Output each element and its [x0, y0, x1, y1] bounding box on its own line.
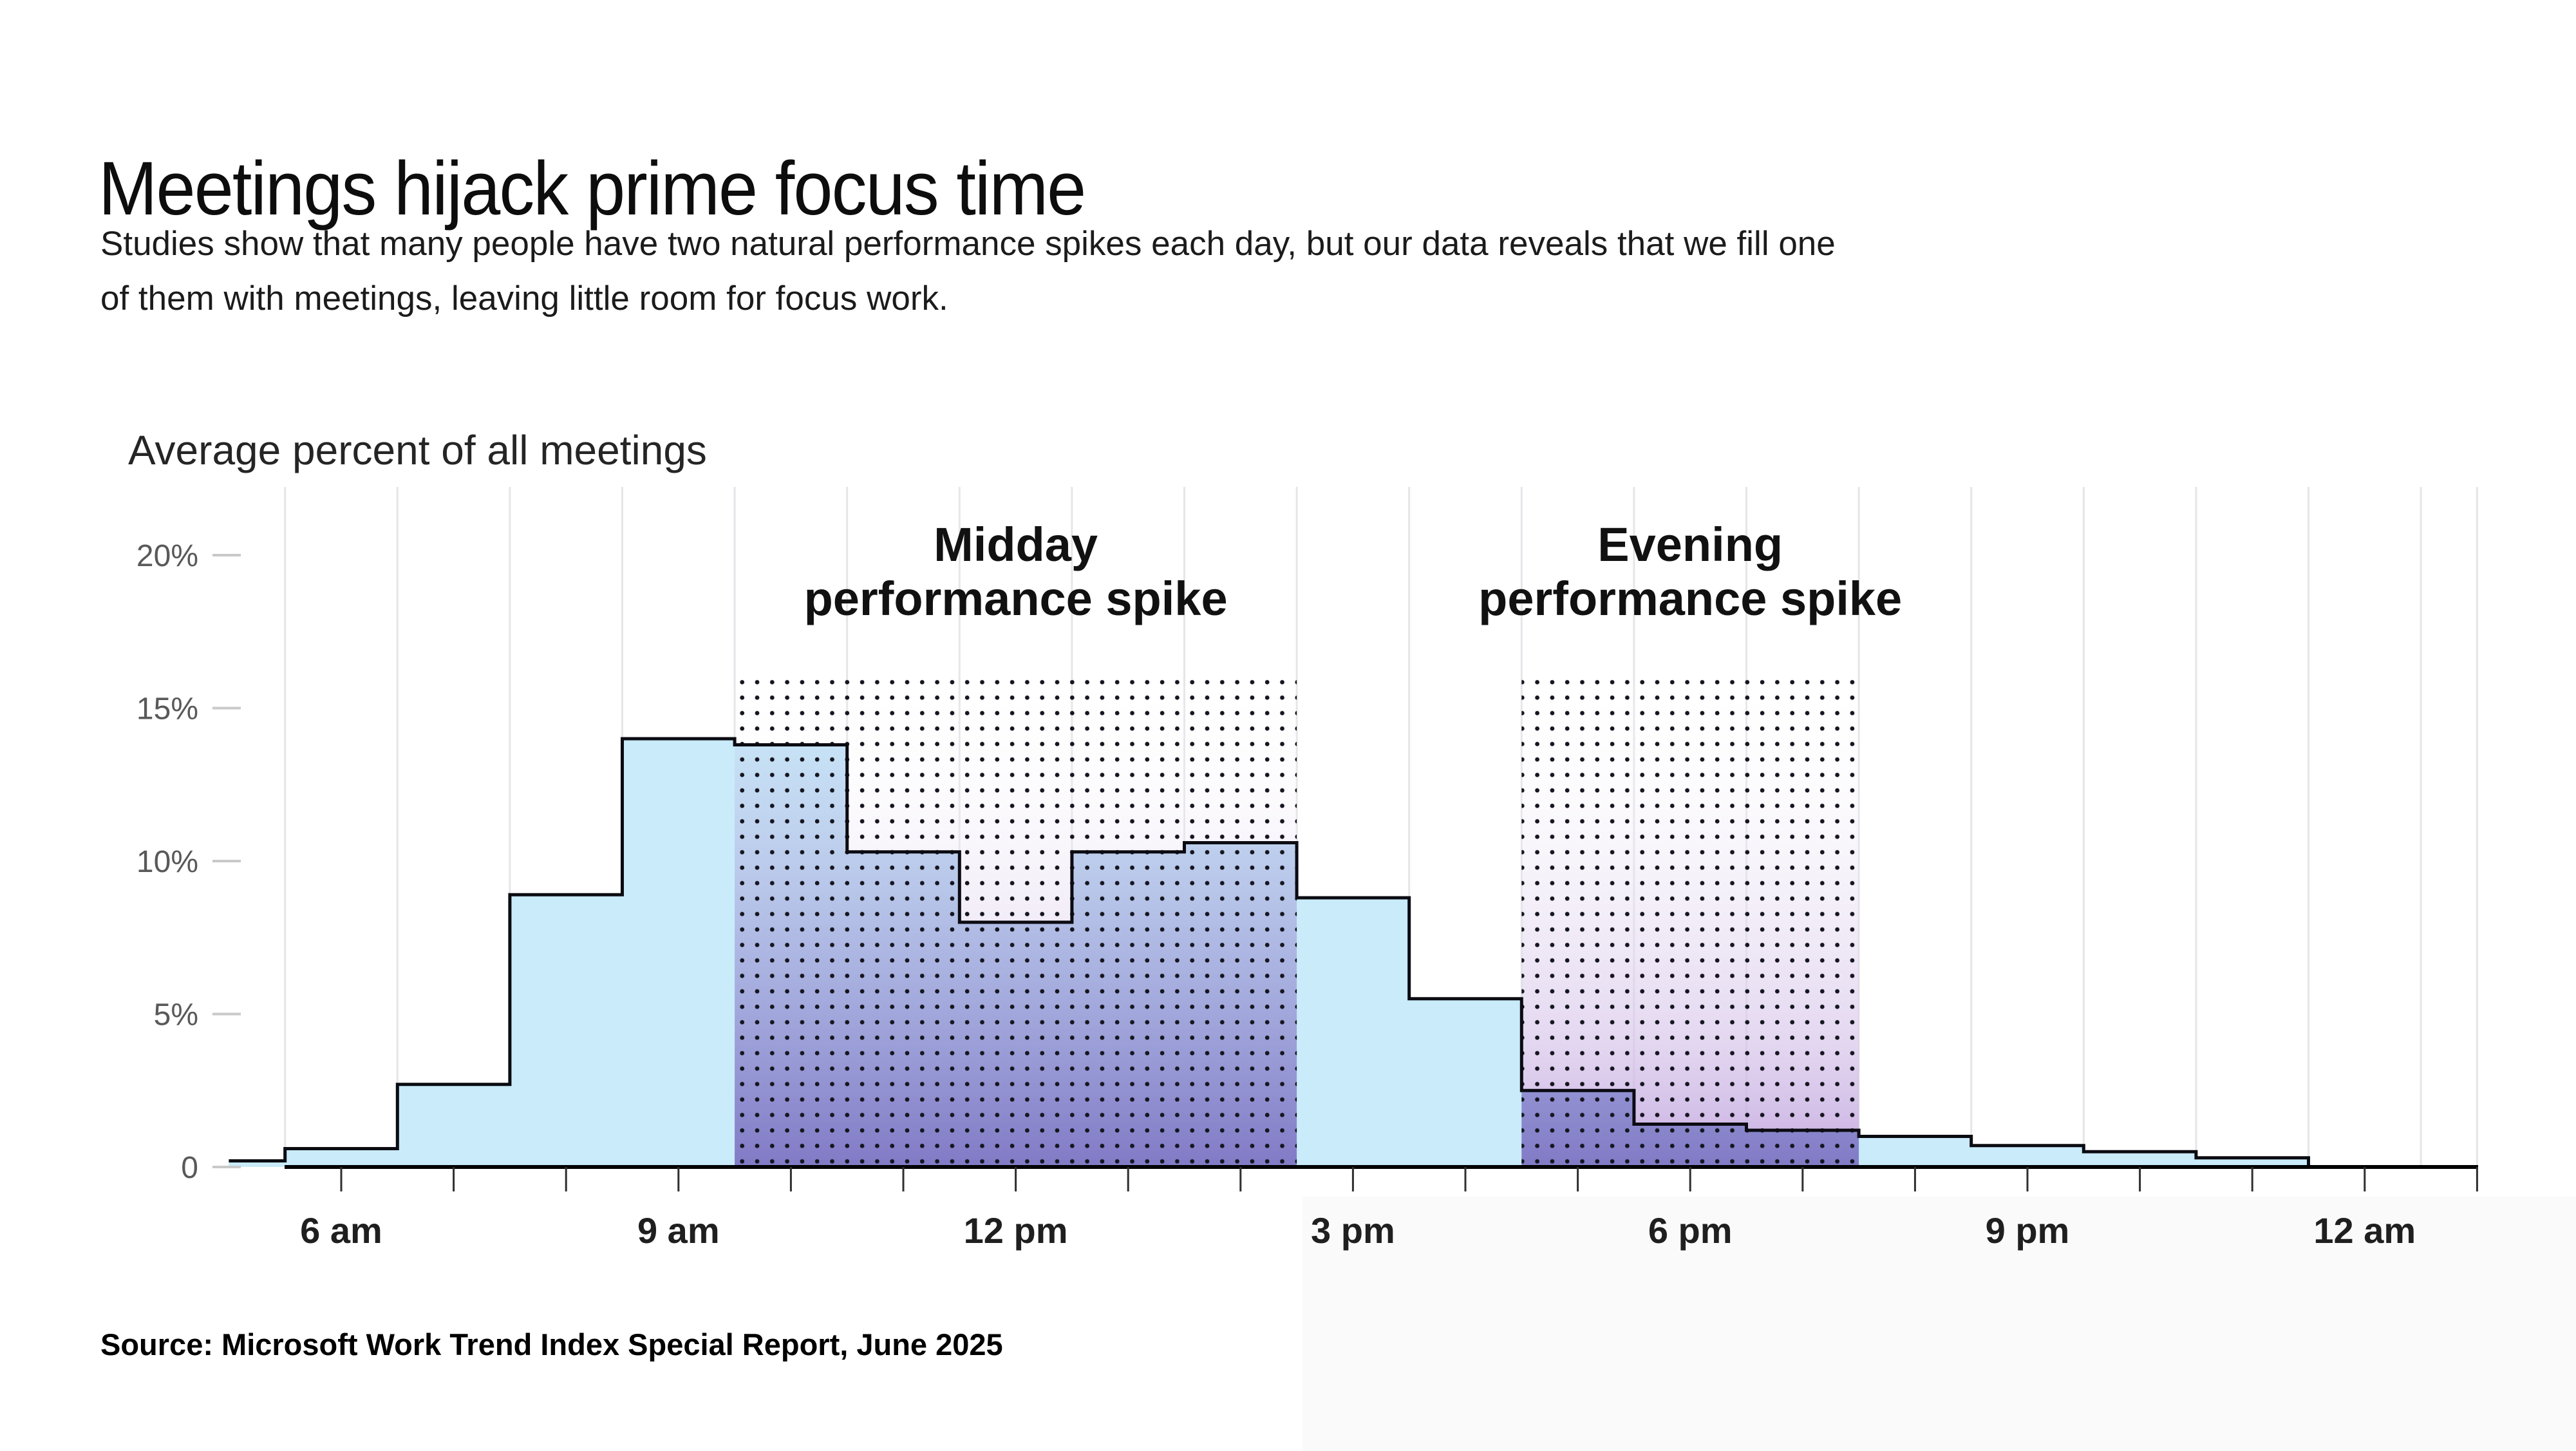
y-tick-label: 10% [136, 845, 198, 879]
midday-spike-annotation-line-2: performance spike [804, 572, 1228, 625]
evening-spike-annotation-line-1: Evening [1597, 518, 1783, 571]
page-subtitle-line-2: of them with meetings, leaving little ro… [100, 280, 948, 318]
background-shade [1302, 1197, 2576, 1451]
y-axis-ticks: 0 5% 10% 15% 20% [136, 539, 241, 1185]
y-tick-label: 20% [136, 539, 198, 573]
page-subtitle: Studies show that many people have two n… [100, 216, 1836, 326]
x-tick-label: 12 am [2313, 1210, 2416, 1251]
evening-spike-annotation-line-2: performance spike [1478, 572, 1903, 625]
evening-spike-region-dots [1521, 674, 1859, 1167]
x-axis-tick-labels: 6 am 9 am 12 pm 3 pm 6 pm 9 pm 12 am [300, 1210, 2416, 1251]
midday-spike-annotation: Midday performance spike [804, 518, 1228, 626]
x-tick-label: 6 am [300, 1210, 382, 1251]
x-tick-label: 9 pm [1986, 1210, 2070, 1251]
x-tick-label: 9 am [637, 1210, 720, 1251]
source-attribution: Source: Microsoft Work Trend Index Speci… [100, 1327, 1003, 1361]
x-tick-label: 12 pm [964, 1210, 1068, 1251]
x-axis-tick-marks [340, 1167, 2478, 1191]
x-tick-label: 3 pm [1311, 1210, 1395, 1251]
midday-spike-annotation-line-1: Midday [934, 518, 1098, 571]
evening-spike-annotation: Evening performance spike [1478, 518, 1902, 626]
meetings-step-line [229, 737, 2310, 1167]
y-axis-title: Average percent of all meetings [128, 427, 707, 473]
y-tick-label: 0 [181, 1151, 198, 1185]
y-tick-label: 5% [154, 998, 198, 1032]
x-tick-label: 6 pm [1648, 1210, 1733, 1251]
y-tick-label: 15% [136, 692, 198, 726]
page-title: Meetings hijack prime focus time [99, 146, 1086, 232]
page-subtitle-line-1: Studies show that many people have two n… [100, 225, 1836, 263]
